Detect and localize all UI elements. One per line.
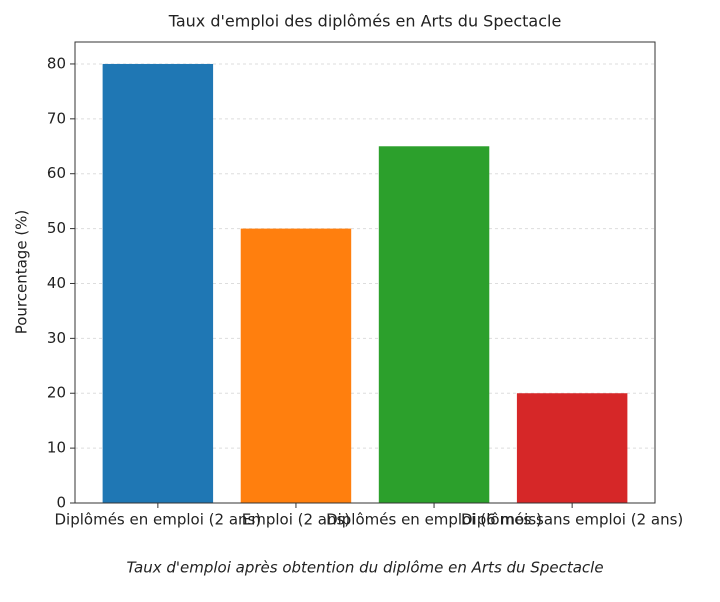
chart-title: Taux d'emploi des diplômés en Arts du Sp… (168, 12, 562, 31)
y-tick-label: 60 (47, 164, 66, 182)
x-tick-label: Diplômés en emploi (6 mois) (326, 511, 542, 529)
y-tick-label: 10 (47, 439, 66, 457)
bar (102, 63, 214, 503)
y-tick-label: 50 (47, 219, 66, 237)
x-axis-label: Taux d'emploi après obtention du diplôme… (126, 559, 603, 577)
y-tick-label: 30 (47, 329, 66, 347)
y-axis-label: Pourcentage (%) (13, 210, 31, 335)
x-tick-label: Diplômés sans emploi (2 ans) (461, 511, 683, 529)
x-tick-label: Diplômés en emploi (2 ans) (55, 511, 262, 529)
plot-frame (74, 41, 656, 504)
bar (240, 228, 352, 503)
bar (378, 146, 490, 503)
y-tick-label: 70 (47, 109, 66, 127)
y-tick-label: 20 (47, 384, 66, 402)
y-tick-label: 80 (47, 54, 66, 72)
bar (516, 393, 628, 503)
x-tick-label: Emploi (2 ans) (242, 511, 350, 529)
y-tick-label: 40 (47, 274, 66, 292)
y-tick-label: 0 (56, 494, 66, 512)
